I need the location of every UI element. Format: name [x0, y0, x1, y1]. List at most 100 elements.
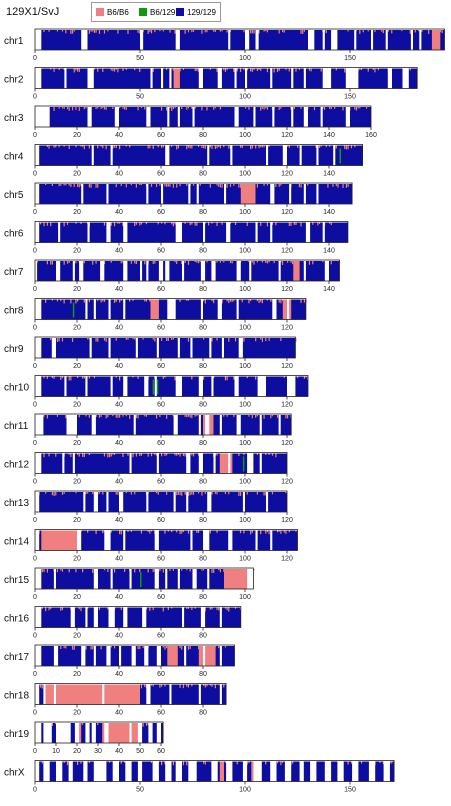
b6-fringe-chr9 — [172, 338, 174, 340]
b6-fringe-chrX — [350, 761, 353, 764]
b6-fringe-chr1 — [367, 30, 369, 32]
b6-fringe-chr1 — [359, 30, 361, 34]
gap-chr9-7 — [190, 338, 193, 358]
b6-fringe-chr7 — [292, 261, 294, 265]
gap-chr2-10 — [270, 68, 273, 89]
b6-fringe-chr14 — [164, 530, 166, 534]
b6-fringe-chr1 — [147, 30, 149, 34]
b6-fringe-chr4 — [162, 145, 164, 148]
tick-label-chrX-1: 50 — [136, 787, 144, 794]
gap-chr15-7 — [177, 569, 180, 589]
b6-fringe-chr1 — [229, 30, 232, 32]
b6-fringe-chr18 — [41, 684, 43, 689]
tick-label-chr12-3: 60 — [157, 479, 165, 486]
gap-chr14-7 — [228, 530, 233, 551]
b6-fringe-chr17 — [139, 646, 141, 650]
genotype-fill-chr19 — [35, 723, 164, 743]
b6-fringe-chr10 — [60, 376, 62, 380]
b6-fringe-chr15 — [75, 569, 77, 573]
chr-frame-chr10 — [34, 375, 309, 397]
gap-chr15-3 — [110, 569, 113, 589]
b6-fringe-chr2 — [134, 68, 136, 71]
b6-fringe-chr5 — [63, 184, 65, 186]
b6-fringe-chr3 — [125, 107, 127, 110]
b6-fringe-chr13 — [285, 492, 287, 494]
tick-label-chr2-3: 150 — [344, 94, 356, 101]
b6-fringe-chr8 — [300, 299, 302, 303]
b6-fringe-chr12 — [140, 453, 143, 456]
gap-chr18-2 — [53, 684, 56, 705]
gap-chr12-5 — [186, 453, 191, 474]
b6-fringe-chr10 — [226, 376, 228, 381]
b6-fringe-chr3 — [293, 107, 295, 110]
b6-fringe-chr7 — [75, 261, 77, 264]
b6-fringe-chr8 — [204, 299, 206, 304]
gap-chr8-6 — [200, 299, 203, 320]
b6-fringe-chr8 — [186, 299, 188, 301]
tick-label-chr7-2: 40 — [115, 286, 123, 293]
b6-fringe-chr2 — [243, 68, 245, 71]
b6-fringe-chr5 — [186, 184, 188, 186]
gap-chr15-0 — [35, 569, 42, 589]
b6-fringe-chrX — [203, 761, 205, 764]
tick-label-chr7-3: 60 — [157, 286, 165, 293]
b6-fringe-chr9 — [261, 338, 263, 342]
b6-fringe-chr3 — [219, 107, 221, 110]
b6-fringe-chr11 — [119, 415, 121, 418]
b6-fringe-chr7 — [322, 261, 324, 263]
gap-chrX-23 — [352, 761, 359, 782]
b6-fringe-chr5 — [239, 184, 242, 188]
gap-chrX-7 — [125, 761, 132, 782]
b6-fringe-chr10 — [305, 376, 307, 378]
gap-chr3-10 — [291, 107, 294, 127]
b6-fringe-chr1 — [418, 30, 420, 32]
b6-fringe-chrX — [182, 761, 185, 766]
tick-label-chr14-4: 80 — [199, 556, 207, 563]
tick-label-chr12-1: 20 — [73, 479, 81, 486]
gap-chr7-1 — [56, 261, 61, 281]
b6-fringe-chr1 — [73, 30, 75, 32]
tick-label-chr8-4: 80 — [199, 325, 207, 332]
b6-fringe-chr1 — [362, 30, 364, 33]
b6-fringe-chr6 — [288, 222, 290, 226]
genotype-fill-chr10 — [35, 376, 308, 397]
gap-chr5-2 — [106, 184, 109, 204]
b6-fringe-chr10 — [297, 376, 299, 379]
b6-fringe-chr17 — [110, 646, 112, 648]
b6-fringe-chr9 — [142, 338, 144, 340]
b6-fringe-chr8 — [115, 299, 117, 302]
b6-fringe-chr15 — [103, 569, 106, 571]
b6-fringe-chr1 — [253, 30, 255, 34]
b6-fringe-chr16 — [224, 607, 227, 609]
gap-chr17-7 — [144, 646, 149, 666]
b6-fringe-chr10 — [246, 376, 248, 379]
b6-fringe-chr3 — [323, 107, 326, 110]
chr-frame-chr5 — [34, 182, 353, 205]
b6-fringe-chr15 — [223, 569, 225, 572]
gap-chr11-2 — [91, 415, 96, 435]
b6-fringe-chr3 — [248, 107, 250, 110]
b6-fringe-chr16 — [204, 607, 206, 612]
b6-fringe-chr6 — [184, 222, 186, 224]
b6-fringe-chr2 — [295, 68, 297, 72]
b6-fringe-chr16 — [218, 607, 220, 611]
b6-fringe-chr7 — [197, 261, 200, 264]
tick-label-chr1-0: 0 — [33, 55, 37, 62]
b6-fringe-chr4 — [345, 145, 347, 150]
gap-chr2-13 — [322, 68, 332, 89]
b6-fringe-chr3 — [322, 107, 324, 109]
gap-chr9-2 — [89, 338, 92, 358]
b6-fringe-chr11 — [145, 415, 148, 417]
gap-chr6-10 — [305, 222, 311, 243]
b6-fringe-chr14 — [285, 530, 287, 534]
gap-chr3-9 — [272, 107, 275, 127]
b6-fringe-chr19 — [147, 723, 149, 726]
b6-fringe-chr5 — [159, 184, 161, 186]
b6-fringe-chr10 — [174, 376, 176, 381]
b6-fringe-chr15 — [189, 569, 191, 572]
b6-fringe-chr6 — [119, 222, 121, 224]
b6-fringe-chr7 — [261, 261, 263, 263]
gap-chr7-2 — [72, 261, 75, 281]
gap-chrX-13 — [211, 761, 218, 782]
b6-fringe-chr2 — [372, 68, 374, 70]
